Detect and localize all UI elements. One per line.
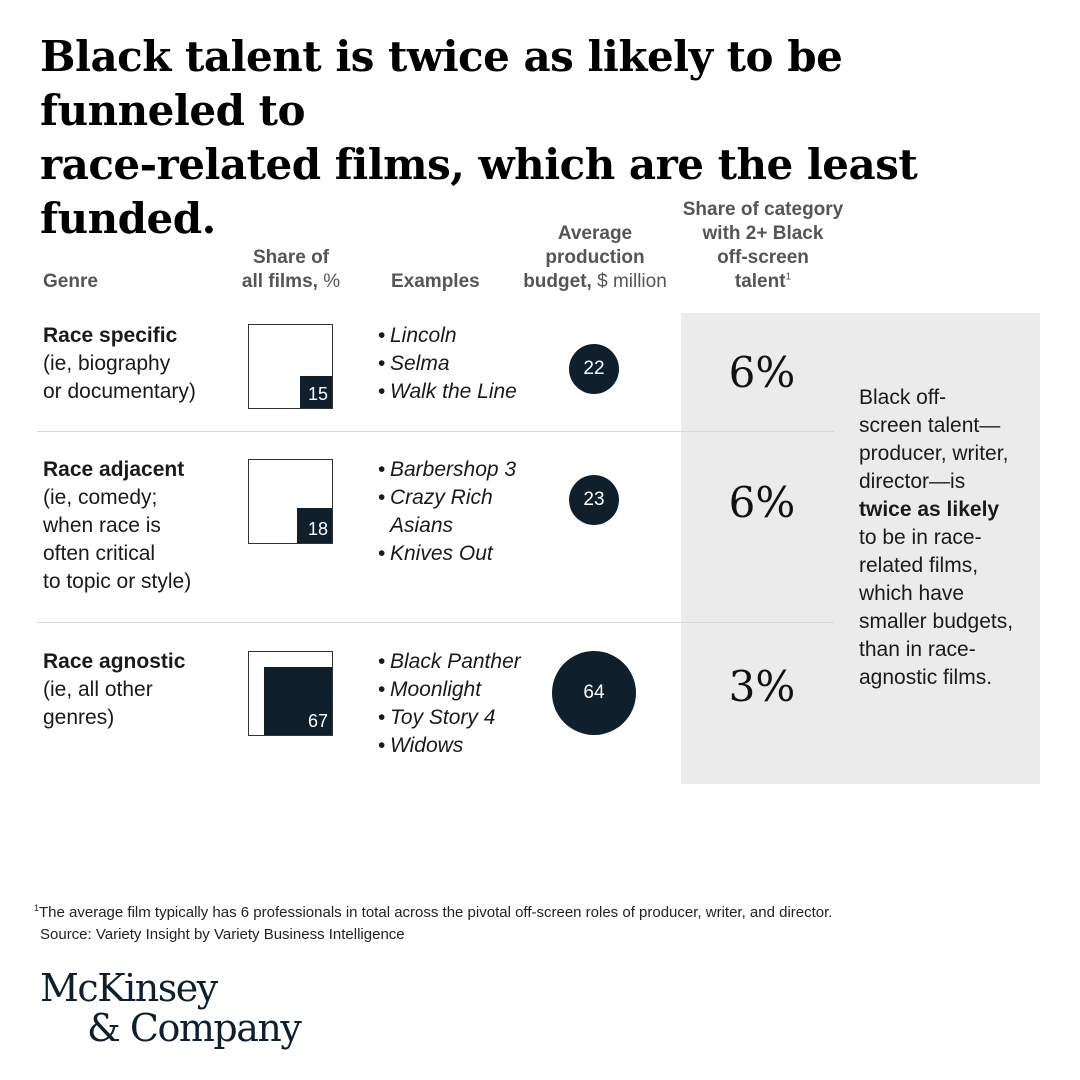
header-talent-line-2: with 2+ Black	[702, 223, 824, 244]
header-talent-line-1: Share of category	[682, 199, 844, 220]
share-value-label: 67	[307, 711, 328, 731]
mckinsey-logo: McKinsey & Company	[40, 966, 302, 1050]
title-line-1: Black talent is twice as likely to be fu…	[40, 32, 843, 135]
examples-race-agnostic: Black Panther Moonlight Toy Story 4 Wido…	[378, 648, 521, 760]
example-item: Moonlight	[378, 676, 521, 704]
callout-line: related films,	[859, 554, 979, 577]
examples-race-adjacent: Barbershop 3 Crazy Rich Asians Knives Ou…	[378, 456, 516, 568]
share-fill	[264, 667, 332, 735]
example-item: Knives Out	[378, 540, 516, 568]
share-value-label: 15	[307, 384, 328, 404]
genre-name: Race adjacent	[43, 458, 185, 481]
callout-line: Black off-	[859, 386, 947, 409]
share-fill	[297, 508, 332, 543]
genre-race-specific: Race specific (ie, biography or document…	[43, 322, 196, 406]
header-talent: Share of category with 2+ Black off-scre…	[670, 198, 856, 294]
footnote-text: The average film typically has 6 profess…	[39, 904, 833, 921]
page-title: Black talent is twice as likely to be fu…	[40, 30, 1040, 246]
genre-description-line: or documentary)	[43, 380, 196, 403]
title-line-2: race-related films, which are the least …	[40, 140, 918, 243]
genre-description-line: to topic or style)	[43, 570, 192, 593]
share-fill	[300, 376, 332, 408]
footnote-mark: 1	[34, 903, 40, 913]
logo-line-1: McKinsey	[40, 966, 218, 1010]
budget-value-label: 22	[583, 358, 605, 379]
example-item: Barbershop 3	[378, 456, 516, 484]
header-examples: Examples	[391, 271, 480, 292]
genre-race-adjacent: Race adjacent (ie, comedy; when race is …	[43, 456, 191, 596]
example-item: Selma	[378, 350, 517, 378]
example-item: Crazy Rich	[378, 484, 516, 512]
genre-race-agnostic: Race agnostic (ie, all other genres)	[43, 648, 185, 732]
logo-line-2: & Company	[87, 1006, 302, 1050]
header-share: Share of all films, %	[226, 246, 356, 294]
example-item: Widows	[378, 732, 521, 760]
talent-share-race-agnostic: 3%	[728, 662, 796, 711]
genre-description-line: (ie, all other	[43, 678, 153, 701]
header-talent-line-3: off-screen	[717, 247, 809, 268]
example-item: Lincoln	[378, 322, 517, 350]
header-budget: Average production budget, $ million	[510, 222, 680, 294]
genre-description-line: when race is	[43, 514, 161, 537]
header-talent-footnote-mark: 1	[785, 271, 792, 283]
genre-description-line: genres)	[43, 706, 115, 729]
header-budget-line-1: Average	[557, 223, 633, 244]
header-share-unit: %	[323, 271, 341, 292]
callout-emphasis: twice as likely	[859, 498, 1000, 521]
budget-value-label: 64	[583, 682, 605, 703]
header-talent-line-4: talent	[734, 271, 786, 292]
header-budget-unit: $ million	[597, 271, 667, 292]
share-box-race-adjacent: 18	[248, 459, 333, 544]
row-divider	[37, 431, 834, 432]
genre-description-line: (ie, biography	[43, 352, 171, 375]
talent-share-race-adjacent: 6%	[728, 478, 796, 527]
budget-circle-race-adjacent: 23	[569, 475, 619, 525]
callout-line: than in race-	[859, 638, 976, 661]
callout-line: to be in race-	[859, 526, 982, 549]
examples-race-specific: Lincoln Selma Walk the Line	[378, 322, 517, 406]
share-box-race-specific: 15	[248, 324, 333, 409]
header-budget-line-2: production	[545, 247, 645, 268]
genre-name: Race agnostic	[43, 650, 186, 673]
header-share-line-2: all films,	[241, 271, 318, 292]
callout-line: which have	[859, 582, 965, 605]
callout-line: smaller budgets,	[859, 610, 1014, 633]
callout-line: producer, writer,	[859, 442, 1009, 465]
example-item: Black Panther	[378, 648, 521, 676]
callout-text: Black off- screen talent— producer, writ…	[859, 384, 1034, 692]
talent-highlight-panel	[681, 313, 1040, 784]
example-item-continued: Asians	[390, 514, 454, 537]
genre-name: Race specific	[43, 324, 178, 347]
header-share-line-1: Share of	[252, 247, 330, 268]
budget-circle-race-specific: 22	[569, 344, 619, 394]
genre-description-line: often critical	[43, 542, 156, 565]
genre-description-line: (ie, comedy;	[43, 486, 158, 509]
row-divider	[37, 622, 834, 623]
talent-share-race-specific: 6%	[728, 348, 796, 397]
share-value-label: 18	[307, 519, 328, 539]
share-box-race-agnostic: 67	[248, 651, 333, 736]
budget-circle-race-agnostic: 64	[552, 651, 636, 735]
callout-line: screen talent—	[859, 414, 1001, 437]
source-note: Source: Variety Insight by Variety Busin…	[40, 926, 405, 943]
example-item: Walk the Line	[378, 378, 517, 406]
header-genre: Genre	[43, 271, 98, 292]
callout-line: director—is	[859, 470, 966, 493]
footnote: 1The average film typically has 6 profes…	[34, 902, 832, 924]
budget-value-label: 23	[583, 489, 605, 510]
example-item: Toy Story 4	[378, 704, 521, 732]
header-budget-line-3: budget,	[523, 271, 592, 292]
callout-line: agnostic films.	[859, 666, 993, 689]
